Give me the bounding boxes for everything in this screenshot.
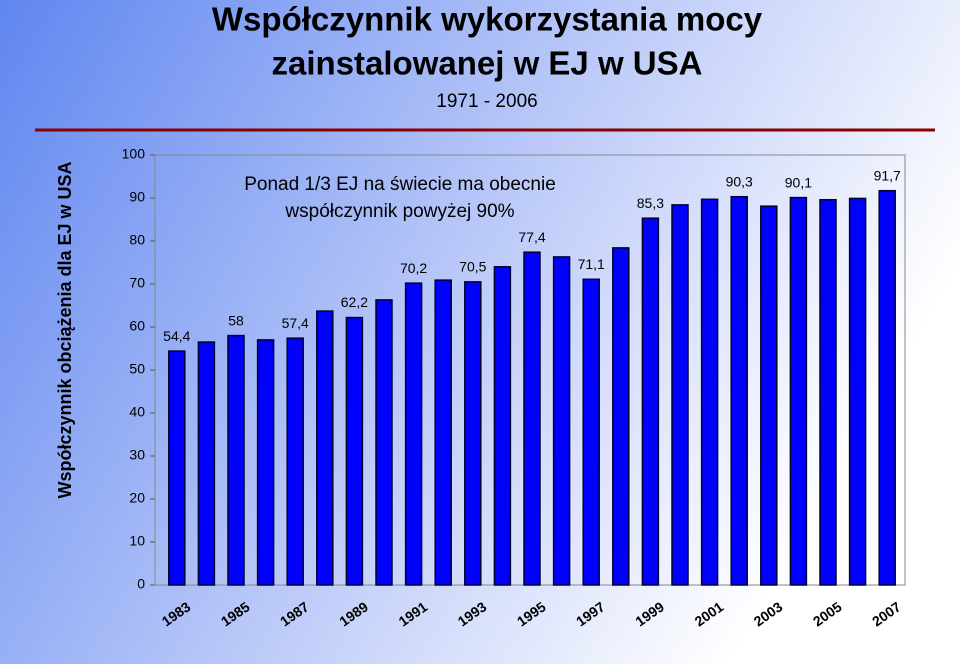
data-label: 70,5 xyxy=(459,259,486,275)
chart-title: zainstalowanej w EJ w USA xyxy=(272,45,703,82)
bar xyxy=(227,334,245,586)
bar xyxy=(523,251,541,586)
annotation: Ponad 1/3 EJ na świecie ma obecnie xyxy=(244,174,556,195)
bar xyxy=(819,198,837,586)
chart-title: Współczynnik wykorzystania mocy xyxy=(212,1,763,38)
y-tick-label: 0 xyxy=(137,576,145,592)
y-tick-label: 30 xyxy=(129,447,145,463)
data-label: 57,4 xyxy=(282,315,309,331)
y-tick-label: 20 xyxy=(129,490,145,506)
bar xyxy=(404,282,423,586)
y-tick-label: 100 xyxy=(122,146,146,162)
y-tick-label: 10 xyxy=(129,533,145,549)
data-label: 90,1 xyxy=(785,174,812,190)
annotation: współczynnik powyżej 90% xyxy=(284,201,514,222)
bar xyxy=(671,204,689,586)
bar xyxy=(345,316,364,586)
bar xyxy=(168,350,186,586)
bar xyxy=(197,341,216,586)
data-label: 85,3 xyxy=(637,195,664,211)
y-tick-label: 40 xyxy=(129,404,145,420)
y-tick-label: 90 xyxy=(129,189,145,205)
bar xyxy=(552,256,571,586)
data-label: 70,2 xyxy=(400,260,427,276)
chart-subtitle: 1971 - 2006 xyxy=(436,91,537,112)
data-label: 90,3 xyxy=(726,173,753,189)
bar xyxy=(700,198,719,586)
bar xyxy=(464,281,482,586)
bar xyxy=(789,196,808,586)
bar xyxy=(375,299,393,586)
bar xyxy=(286,337,304,586)
bar xyxy=(878,189,896,586)
data-label: 71,1 xyxy=(578,256,605,272)
data-label: 77,4 xyxy=(518,229,545,245)
data-label: 54,4 xyxy=(163,328,190,344)
data-label: 62,2 xyxy=(341,294,368,310)
y-tick-label: 60 xyxy=(129,318,145,334)
bar xyxy=(760,205,778,586)
bar xyxy=(256,339,275,586)
data-label: 91,7 xyxy=(874,167,901,183)
bar xyxy=(316,310,334,586)
y-tick-label: 70 xyxy=(129,275,145,291)
bar xyxy=(612,247,630,586)
bar xyxy=(582,278,600,586)
bar xyxy=(434,279,452,586)
bar xyxy=(493,266,512,586)
bar xyxy=(848,197,867,586)
y-tick-label: 80 xyxy=(129,232,145,248)
bar xyxy=(730,195,748,586)
y-axis-label: Współczynnik obciążenia dla EJ w USA xyxy=(55,161,75,498)
y-tick-label: 50 xyxy=(129,361,145,377)
bar xyxy=(641,217,660,586)
data-label: 58 xyxy=(228,312,244,328)
